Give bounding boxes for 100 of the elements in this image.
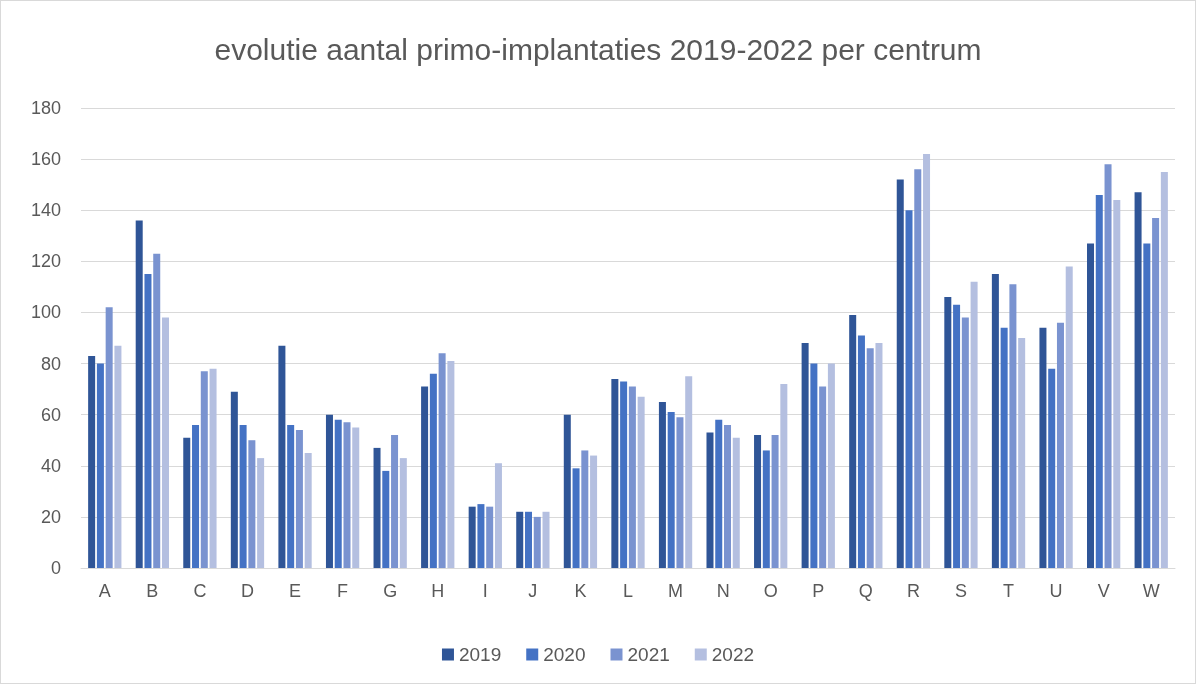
bar bbox=[771, 435, 779, 568]
bar bbox=[857, 335, 865, 568]
bar bbox=[1104, 164, 1112, 568]
bar bbox=[780, 384, 788, 568]
bar bbox=[754, 435, 762, 568]
bar bbox=[1039, 327, 1047, 568]
legend-label: 2021 bbox=[627, 644, 670, 665]
bar bbox=[637, 396, 645, 568]
x-tick-label: V bbox=[1097, 581, 1110, 601]
bar bbox=[991, 274, 999, 568]
y-tick-label: 60 bbox=[40, 404, 61, 425]
bar bbox=[866, 348, 874, 568]
bar bbox=[732, 437, 740, 568]
bar bbox=[905, 210, 913, 568]
bar bbox=[447, 361, 455, 568]
legend-label: 2022 bbox=[711, 644, 755, 665]
bar bbox=[88, 355, 96, 568]
y-tick-label: 40 bbox=[40, 455, 61, 476]
bar bbox=[144, 274, 152, 568]
bar bbox=[620, 381, 628, 568]
x-tick-label: K bbox=[574, 581, 587, 601]
bar bbox=[1065, 266, 1073, 568]
x-tick-label: E bbox=[289, 581, 302, 601]
y-tick-label: 0 bbox=[50, 558, 61, 578]
bar bbox=[304, 453, 312, 568]
bar bbox=[563, 414, 571, 568]
bar bbox=[287, 424, 295, 568]
bar bbox=[542, 511, 550, 568]
bar bbox=[590, 455, 598, 568]
bar bbox=[248, 440, 256, 568]
x-tick-label: C bbox=[193, 581, 207, 601]
bar bbox=[334, 419, 342, 568]
bar bbox=[849, 315, 857, 568]
bar bbox=[421, 386, 429, 568]
bar bbox=[343, 422, 351, 568]
bar bbox=[827, 363, 835, 568]
bar bbox=[399, 458, 407, 568]
y-tick-label: 100 bbox=[30, 302, 61, 323]
bar bbox=[762, 450, 770, 568]
bar bbox=[1048, 368, 1056, 568]
bar bbox=[1009, 284, 1017, 568]
bar bbox=[257, 458, 265, 568]
x-tick-label: H bbox=[431, 581, 445, 601]
bar bbox=[896, 179, 904, 568]
bar bbox=[914, 169, 922, 568]
x-tick-label: U bbox=[1049, 581, 1063, 601]
x-tick-label: L bbox=[622, 581, 634, 601]
y-tick-label: 180 bbox=[30, 98, 61, 118]
bar bbox=[724, 424, 732, 568]
bar bbox=[1095, 194, 1103, 568]
y-tick-label: 120 bbox=[30, 251, 61, 272]
y-tick-label: 20 bbox=[40, 506, 61, 527]
bar bbox=[667, 412, 675, 568]
bar bbox=[96, 363, 104, 568]
x-tick-label: Q bbox=[858, 581, 873, 601]
bar bbox=[382, 470, 390, 568]
bar bbox=[373, 447, 381, 568]
x-tick-label: N bbox=[716, 581, 730, 601]
x-tick-label: A bbox=[98, 581, 111, 601]
bar bbox=[810, 363, 818, 568]
bar bbox=[875, 343, 883, 568]
bar bbox=[533, 516, 541, 568]
bar bbox=[200, 371, 208, 568]
x-tick-label: D bbox=[240, 581, 254, 601]
legend-label: 2019 bbox=[458, 644, 502, 665]
bar bbox=[1056, 322, 1064, 568]
bar bbox=[658, 401, 666, 568]
bar bbox=[572, 468, 580, 568]
bar bbox=[209, 368, 217, 568]
x-tick-label: P bbox=[812, 581, 825, 601]
bar bbox=[1152, 217, 1160, 568]
x-tick-label: I bbox=[482, 581, 488, 601]
x-tick-label: T bbox=[1003, 581, 1015, 601]
bar bbox=[953, 304, 961, 568]
bar bbox=[524, 511, 532, 568]
bar bbox=[611, 378, 619, 568]
bar bbox=[1087, 243, 1095, 568]
bar bbox=[1113, 200, 1121, 568]
bar bbox=[1134, 192, 1142, 568]
bar bbox=[295, 430, 303, 568]
x-tick-label: B bbox=[146, 581, 159, 601]
bar bbox=[1143, 243, 1151, 568]
bar bbox=[685, 376, 693, 568]
bar bbox=[105, 307, 113, 568]
bar bbox=[278, 345, 286, 568]
bar bbox=[1018, 338, 1026, 568]
bar bbox=[468, 506, 476, 568]
bar bbox=[706, 432, 714, 568]
x-tick-label: S bbox=[954, 581, 967, 601]
bar bbox=[516, 511, 524, 568]
bar bbox=[801, 343, 809, 568]
x-tick-label: F bbox=[337, 581, 349, 601]
x-tick-label: J bbox=[528, 581, 538, 601]
bar bbox=[438, 353, 446, 568]
bar bbox=[114, 345, 122, 568]
bar bbox=[477, 504, 485, 568]
bar bbox=[628, 386, 636, 568]
legend-label: 2020 bbox=[543, 644, 586, 665]
x-tick-label: W bbox=[1142, 581, 1160, 601]
bar bbox=[1160, 171, 1168, 568]
